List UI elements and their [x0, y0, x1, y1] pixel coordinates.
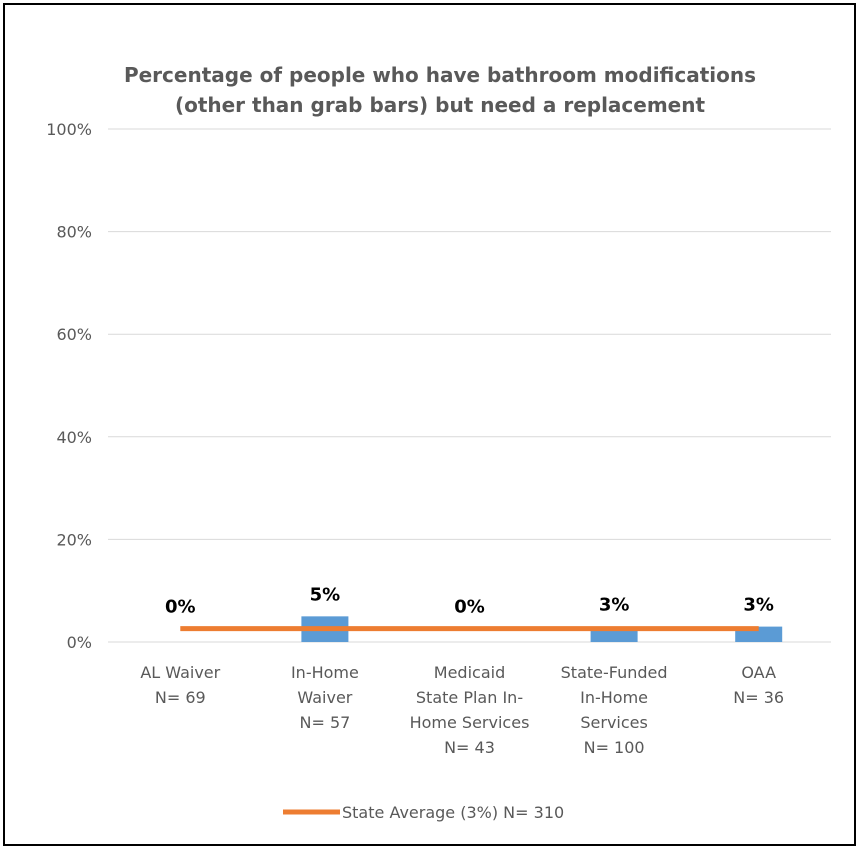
data-label-background	[590, 591, 639, 618]
chart-title: Percentage of people who have bathroom m…	[124, 63, 756, 117]
category-label: In-Home	[580, 688, 648, 707]
chart-frame	[3, 3, 856, 846]
data-label-background	[734, 591, 783, 618]
category-label: Home Services	[410, 713, 530, 732]
y-tick-label: 40%	[56, 428, 92, 447]
data-label: 3%	[743, 595, 774, 616]
data-label: 0%	[165, 597, 196, 618]
category-label: N= 69	[155, 688, 206, 707]
chart-title-line-1: Percentage of people who have bathroom m…	[124, 63, 756, 87]
y-tick-label: 20%	[56, 530, 92, 549]
y-tick-label: 80%	[56, 223, 92, 242]
legend-label: State Average (3%) N= 310	[342, 803, 564, 822]
category-label: N= 57	[299, 713, 350, 732]
category-label: AL Waiver	[140, 663, 220, 682]
category-label: Medicaid	[434, 663, 505, 682]
data-label: 5%	[310, 584, 341, 605]
category-label: N= 36	[733, 688, 784, 707]
data-label-background	[445, 593, 494, 620]
category-label: State-Funded	[561, 663, 668, 682]
y-axis-ticks: 0% 20% 40% 60% 80% 100%	[46, 120, 92, 652]
y-tick-label: 60%	[56, 325, 92, 344]
data-label: 3%	[599, 595, 630, 616]
category-label: State Plan In-	[416, 688, 523, 707]
data-label-background	[300, 581, 349, 608]
y-tick-label: 100%	[46, 120, 92, 139]
category-label: In-Home	[291, 663, 359, 682]
y-tick-label: 0%	[67, 633, 92, 652]
data-label: 0%	[454, 597, 485, 618]
gridlines	[108, 128, 831, 643]
category-label: N= 43	[444, 738, 495, 757]
category-label: OAA	[741, 663, 776, 682]
chart-title-line-2: (other than grab bars) but need a replac…	[175, 93, 706, 117]
legend: State Average (3%) N= 310	[283, 803, 564, 822]
category-label: Waiver	[297, 688, 352, 707]
data-labels: 0% 5% 0% 3% 3%	[156, 581, 783, 620]
category-label: N= 100	[584, 738, 645, 757]
x-axis-categories: AL Waiver N= 69 In-Home Waiver N= 57 Medicaid…	[140, 663, 784, 757]
category-label: Services	[580, 713, 647, 732]
data-label-background	[156, 593, 205, 620]
